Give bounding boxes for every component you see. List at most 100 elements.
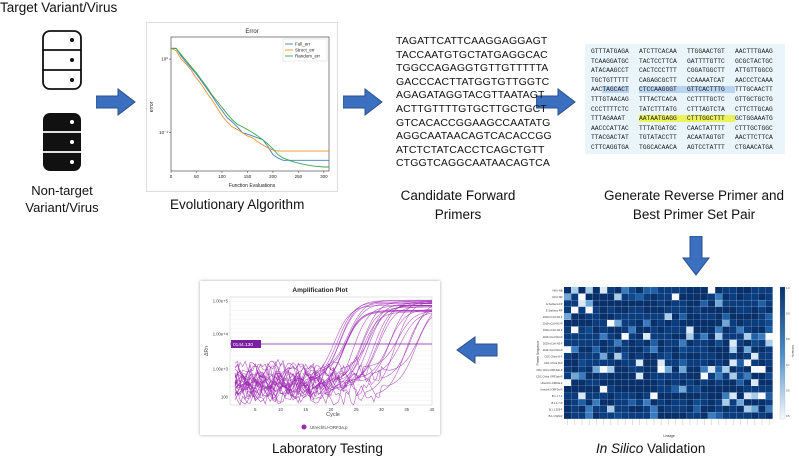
heatmap-cell <box>722 306 730 314</box>
heatmap-cell <box>758 405 766 413</box>
heatmap-cell <box>672 392 680 400</box>
heatmap-cell <box>722 293 730 301</box>
alignment-block: TTTATGATGC <box>639 124 677 132</box>
heatmap-cell <box>693 405 701 413</box>
heatmap-cell <box>686 313 694 320</box>
heatmap-cell <box>672 326 680 334</box>
heatmap-cell <box>592 300 600 307</box>
heatmap-cell <box>621 353 629 360</box>
alignment-row: CCCTTTTCTC TATCTTTATG CTTTAGTCTA CTTCTTGCAG <box>591 106 783 113</box>
heatmap-cell <box>751 326 759 334</box>
heatmap-cell <box>758 366 766 373</box>
heatmap-cell <box>621 300 629 307</box>
alignment-block: AACCCATTAC <box>591 124 629 132</box>
heatmap-cell <box>722 346 730 353</box>
alignment-block: GTTCACTTTG <box>687 86 735 94</box>
heatmap-cell <box>700 306 708 314</box>
heatmap-cell <box>643 313 651 320</box>
alignment-block: TCAAGGATGC <box>591 57 629 65</box>
alignment-row: TGCTGTTTTT CAGAGCGCTT CCAAAATCAT AACCCTCAAA <box>591 77 783 84</box>
heatmap-cell <box>636 333 644 340</box>
heatmap-cell <box>564 412 572 419</box>
heatmap-cell <box>744 399 752 406</box>
heatmap-cell <box>715 359 723 367</box>
error-xtick-label: 200 <box>269 174 277 179</box>
heatmap-cell <box>722 399 730 406</box>
heatmap-cell <box>744 287 752 294</box>
heatmap-cell <box>693 300 701 307</box>
heatmap-cell <box>600 339 608 347</box>
heatmap-cell <box>643 399 651 406</box>
heatmap-cell <box>708 392 716 400</box>
heatmap-cell <box>657 346 665 353</box>
heatmap-cell <box>744 313 752 320</box>
heatmap-cell <box>693 372 701 380</box>
error-series-full-err <box>171 47 329 161</box>
heatmap-cell <box>621 372 629 380</box>
heatmap-cell <box>679 300 687 307</box>
heatmap-cell <box>657 326 665 334</box>
alignment-block: TGCTGTTTTT <box>591 76 629 84</box>
heatmap-cell <box>736 379 744 386</box>
heatmap-cell <box>578 293 586 301</box>
heatmap-cell <box>693 353 701 360</box>
alignment-block: CACTCCCTTT <box>639 67 677 75</box>
heatmap-cell <box>607 405 615 413</box>
heatmap-cell <box>592 326 600 334</box>
heatmap-cell <box>672 293 680 301</box>
alignment-block: CTTCAGGTGA <box>591 144 629 151</box>
heatmap-cell <box>650 359 658 367</box>
heatmap-cell <box>643 353 651 360</box>
alignment-block: CTCCAAGGGT <box>639 86 687 94</box>
heatmap-cell <box>758 372 766 380</box>
heatmap-cell <box>621 333 629 340</box>
heatmap-cell <box>592 306 600 314</box>
heatmap-cell <box>628 412 636 419</box>
heatmap-cell <box>592 379 600 386</box>
heatmap-cell <box>686 300 694 307</box>
heatmap-cell <box>636 346 644 353</box>
colorbar-tick-label: 1.0 <box>786 286 790 290</box>
amp-plot-title: Amplification Plot <box>292 287 348 294</box>
amp-curve <box>234 316 433 398</box>
alignment-block: TTTAGAAAT <box>591 115 626 123</box>
alignment-block: CTTTGCTGGC <box>735 124 773 132</box>
heatmap-cell <box>765 320 773 327</box>
heatmap-cell <box>592 313 600 320</box>
heatmap-row-label: CDC China N-R <box>544 361 563 365</box>
heatmap-cell <box>679 366 687 373</box>
heatmap-cell <box>643 412 651 419</box>
heatmap-cell <box>571 293 579 301</box>
heatmap-cell <box>765 392 773 400</box>
heatmap-cell <box>578 392 586 400</box>
heatmap-cell <box>765 399 773 406</box>
heatmap-cell <box>664 412 672 419</box>
heatmap-cell <box>664 300 672 307</box>
candidate-label-line1: Candidate Forward <box>400 188 516 203</box>
heatmap-cell <box>643 372 651 380</box>
heatmap-cell <box>657 392 665 400</box>
heatmap-cell <box>736 320 744 327</box>
heatmap-cell <box>614 333 622 340</box>
heatmap-cell <box>672 379 680 386</box>
heatmap-cell <box>715 306 723 314</box>
heatmap-cell <box>736 386 744 393</box>
reverse-label-line1: Generate Reverse Primer and <box>603 188 785 203</box>
heatmap-cell <box>664 353 672 360</box>
heatmap-cell <box>744 366 752 373</box>
heatmap-cell <box>700 379 708 386</box>
heatmap-cell <box>679 353 687 360</box>
heatmap-cell <box>700 412 708 419</box>
heatmap-cell <box>607 333 615 340</box>
alignment-row: CTTCAGGTGA TGGCACAACA AGTCCTATTT CTGAACATGA <box>591 144 783 151</box>
heatmap-cell <box>672 306 680 314</box>
heatmap-cell <box>722 333 730 340</box>
heatmap-cell <box>708 300 716 307</box>
heatmap-cell <box>693 346 701 353</box>
heatmap-cell <box>621 339 629 347</box>
heatmap-row-label: E Sarbeco-FP <box>546 302 563 306</box>
heatmap-cell <box>758 386 766 393</box>
heatmap-cell <box>715 392 723 400</box>
heatmap-cell <box>715 320 723 327</box>
heatmap-row-label: HKU-NR <box>552 295 562 299</box>
